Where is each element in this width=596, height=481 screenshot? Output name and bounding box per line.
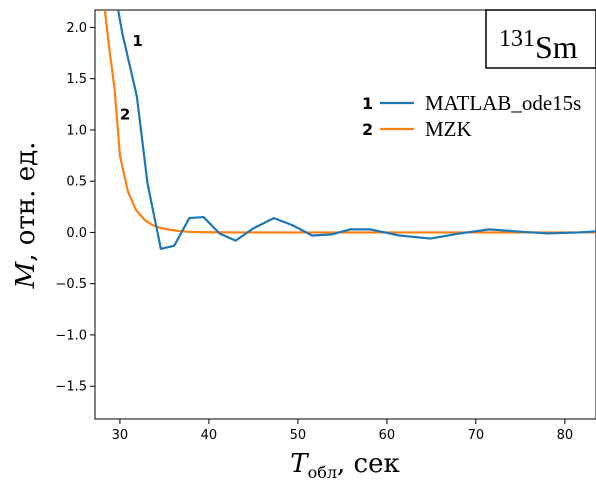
x-axis-title-rest: , сек <box>337 449 400 479</box>
plot-area: 12 <box>103 10 596 250</box>
isotope-annotation: 131Sm <box>485 9 596 69</box>
x-axis-title-symbol: T <box>290 449 309 479</box>
legend-label-2: MZK <box>425 117 472 141</box>
x-axis: 30 40 50 60 70 80 <box>112 419 573 443</box>
legend-label-1: MATLAB_ode15s <box>425 91 581 115</box>
x-axis-title: Tобл, сек <box>290 449 400 481</box>
y-tick-label: −0.5 <box>55 277 87 292</box>
x-tick-label: 40 <box>201 428 218 443</box>
isotope-mass-number: 131 <box>499 26 535 52</box>
series-line-1 <box>117 10 596 250</box>
y-tick-label: −1.0 <box>55 328 87 343</box>
y-axis-title-symbol: M <box>11 260 41 289</box>
legend-number-2: 2 <box>362 120 373 139</box>
isotope-box <box>485 9 596 69</box>
y-tick-label: 2.0 <box>66 21 87 36</box>
x-tick-label: 50 <box>290 428 307 443</box>
x-tick-label: 80 <box>557 428 574 443</box>
y-tick-label: 0.5 <box>66 175 87 190</box>
curve-label-2: 2 <box>120 106 130 124</box>
y-tick-label: 1.0 <box>66 123 87 138</box>
y-tick-label: 1.5 <box>66 72 87 87</box>
x-tick-label: 60 <box>379 428 396 443</box>
y-axis-title-rest: , отн. ед. <box>11 142 41 262</box>
isotope-symbol: Sm <box>535 29 578 65</box>
legend-number-1: 1 <box>362 94 373 113</box>
y-axis: −1.5 −1.0 −0.5 0.0 0.5 1.0 1.5 2.0 <box>55 21 95 395</box>
y-axis-title: M, отн. ед. <box>11 142 41 290</box>
legend: 1 MATLAB_ode15s 2 MZK <box>362 91 581 141</box>
svg-text:131Sm: 131Sm <box>499 26 578 65</box>
x-axis-title-subscript: обл <box>308 463 337 481</box>
plot-frame <box>94 9 596 420</box>
x-tick-label: 70 <box>468 428 485 443</box>
curve-label-1: 1 <box>132 32 142 50</box>
y-tick-label: −1.5 <box>55 380 87 395</box>
series-line-2 <box>103 10 596 234</box>
x-tick-label: 30 <box>112 428 129 443</box>
series-group <box>103 10 596 250</box>
y-tick-label: 0.0 <box>66 226 87 241</box>
